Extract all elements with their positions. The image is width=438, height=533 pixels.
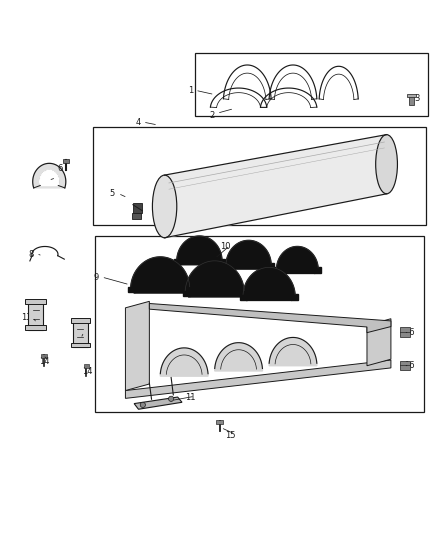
Text: 16: 16: [404, 361, 415, 370]
Polygon shape: [149, 303, 391, 333]
Text: 13: 13: [21, 313, 32, 322]
Polygon shape: [243, 268, 295, 301]
Text: 6: 6: [57, 164, 63, 173]
Polygon shape: [185, 287, 192, 292]
Polygon shape: [185, 261, 244, 297]
Polygon shape: [33, 163, 66, 188]
Bar: [84, 365, 89, 368]
Bar: [132, 213, 141, 220]
Text: 14: 14: [82, 367, 93, 376]
Polygon shape: [223, 263, 230, 268]
Polygon shape: [174, 259, 181, 264]
Text: 2: 2: [210, 110, 215, 119]
Text: 3: 3: [414, 94, 420, 103]
Polygon shape: [274, 268, 281, 272]
Text: 7: 7: [40, 177, 46, 185]
Polygon shape: [276, 246, 318, 273]
Bar: [42, 354, 47, 358]
Polygon shape: [165, 135, 387, 238]
Polygon shape: [160, 348, 208, 376]
Text: 9: 9: [94, 273, 99, 282]
Polygon shape: [71, 343, 90, 347]
Text: 14: 14: [39, 357, 49, 366]
Text: 16: 16: [404, 328, 415, 337]
Polygon shape: [125, 360, 391, 398]
Polygon shape: [131, 257, 190, 293]
Polygon shape: [73, 319, 88, 347]
Bar: [400, 327, 410, 337]
Polygon shape: [40, 171, 59, 185]
Bar: [400, 360, 410, 370]
Ellipse shape: [152, 175, 177, 238]
Circle shape: [169, 396, 174, 401]
Polygon shape: [226, 240, 271, 269]
Text: 15: 15: [225, 431, 235, 440]
Bar: [216, 419, 223, 424]
Polygon shape: [177, 236, 222, 265]
Polygon shape: [125, 301, 149, 391]
Bar: [63, 159, 69, 163]
Bar: [406, 94, 416, 98]
Polygon shape: [218, 259, 225, 264]
Polygon shape: [267, 263, 274, 268]
Text: 11: 11: [185, 393, 196, 402]
Polygon shape: [25, 299, 46, 304]
Text: 8: 8: [28, 250, 34, 259]
Polygon shape: [240, 291, 247, 296]
Polygon shape: [240, 294, 247, 300]
Polygon shape: [291, 294, 298, 300]
Text: 1: 1: [188, 86, 193, 95]
Polygon shape: [134, 397, 182, 409]
Bar: [95, 236, 424, 413]
Bar: [133, 203, 142, 213]
Polygon shape: [269, 337, 317, 366]
Text: 10: 10: [220, 243, 231, 252]
Bar: [195, 53, 428, 116]
Bar: [409, 96, 414, 104]
Polygon shape: [71, 318, 90, 323]
Polygon shape: [128, 287, 135, 292]
Polygon shape: [25, 325, 46, 329]
Ellipse shape: [376, 135, 397, 194]
Polygon shape: [215, 343, 262, 371]
Polygon shape: [28, 300, 43, 329]
Text: 12: 12: [74, 328, 84, 337]
Bar: [93, 127, 426, 225]
Circle shape: [140, 402, 145, 408]
Polygon shape: [183, 291, 190, 296]
Text: 4: 4: [136, 117, 141, 126]
Text: 5: 5: [110, 189, 115, 198]
Polygon shape: [367, 319, 391, 366]
Polygon shape: [314, 268, 321, 272]
